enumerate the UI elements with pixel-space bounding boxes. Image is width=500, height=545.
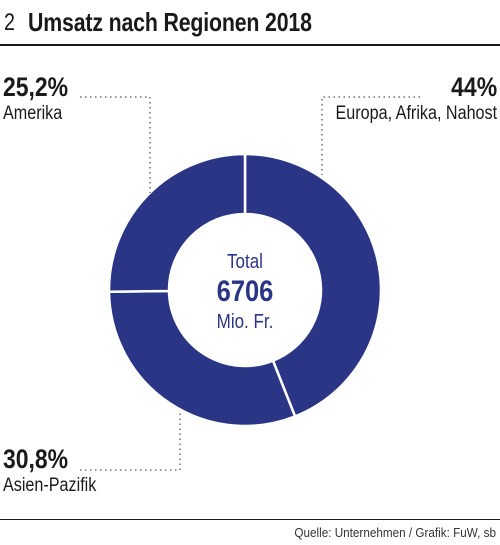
leader-line-amerika <box>80 96 151 193</box>
slice-label-amerika: 25,2% Amerika <box>3 72 80 125</box>
slice-label-asien: 30,8% Asien-Pazifik <box>3 444 113 497</box>
donut-slice-asien <box>107 289 297 428</box>
center-total-unit: Mio. Fr. <box>216 311 274 333</box>
slice-percent-amerika: 25,2% <box>3 72 69 102</box>
slice-label-europa: 44% Europa, Afrika, Nahost <box>307 72 497 125</box>
donut-slice-amerika <box>107 152 247 293</box>
source-note: Quelle: Unternehmen / Grafik: FuW, sb <box>294 525 496 540</box>
leader-line-europa <box>321 96 420 175</box>
donut-chart <box>80 96 420 471</box>
figure-number: 2 <box>4 9 15 36</box>
slice-name-amerika: Amerika <box>3 103 63 124</box>
slice-name-europa: Europa, Afrika, Nahost <box>335 103 497 124</box>
footer-divider <box>0 519 500 520</box>
slice-name-asien: Asien-Pazifik <box>3 475 97 496</box>
chart-title: Umsatz nach Regionen 2018 <box>28 7 312 37</box>
leader-line-asien <box>80 412 181 471</box>
center-total-value: 6706 <box>216 275 274 308</box>
chart-header: 2 Umsatz nach Regionen 2018 <box>0 0 500 46</box>
donut-slice-europa <box>243 152 383 419</box>
center-total-label: Total <box>227 251 263 273</box>
slice-percent-asien: 30,8% <box>3 444 69 474</box>
slice-percent-europa: 44% <box>451 72 497 102</box>
